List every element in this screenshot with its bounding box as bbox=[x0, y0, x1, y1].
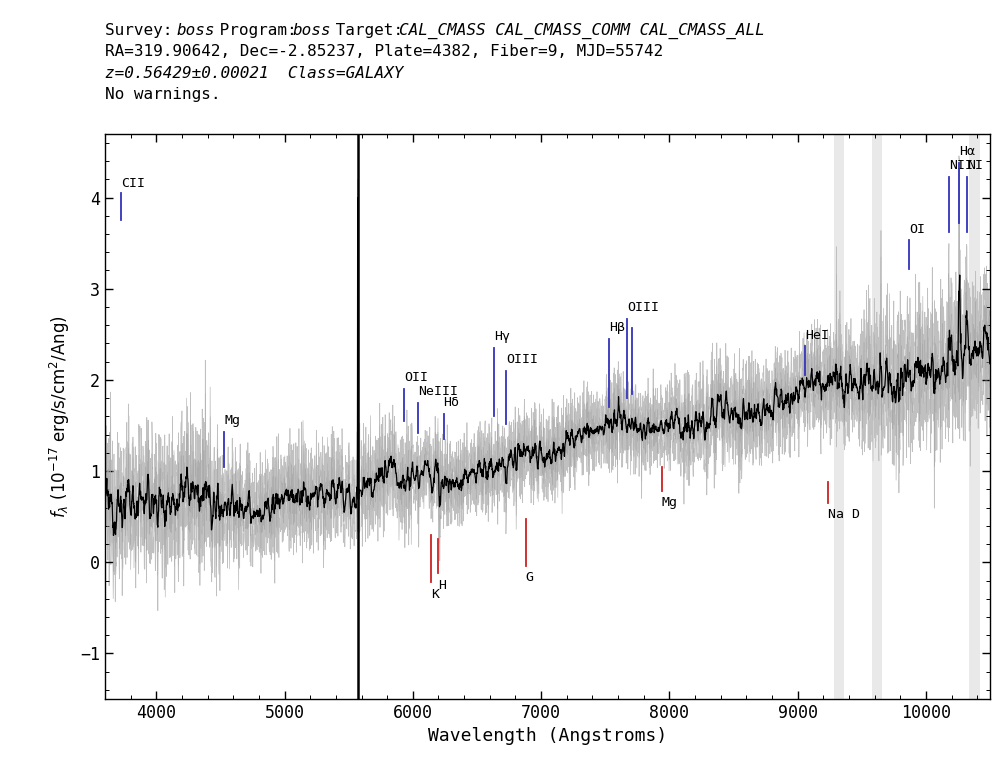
Text: H: H bbox=[438, 578, 446, 591]
Text: Hβ: Hβ bbox=[609, 322, 625, 335]
Text: NII: NII bbox=[949, 159, 973, 172]
Bar bbox=[872, 134, 882, 699]
Text: Hδ: Hδ bbox=[444, 396, 460, 409]
Text: RA=319.90642, Dec=-2.85237, Plate=4382, Fiber=9, MJD=55742: RA=319.90642, Dec=-2.85237, Plate=4382, … bbox=[105, 44, 663, 60]
Text: Survey:: Survey: bbox=[105, 23, 182, 38]
Text: boss: boss bbox=[177, 23, 216, 38]
Bar bbox=[834, 134, 844, 699]
Text: boss: boss bbox=[293, 23, 332, 38]
Text: NI: NI bbox=[967, 159, 983, 172]
Text: CAL_CMASS CAL_CMASS_COMM CAL_CMASS_ALL: CAL_CMASS CAL_CMASS_COMM CAL_CMASS_ALL bbox=[399, 23, 765, 39]
Bar bbox=[969, 134, 980, 699]
Text: OIII: OIII bbox=[627, 301, 659, 314]
Text: HeI: HeI bbox=[805, 329, 829, 342]
Text: K: K bbox=[431, 588, 439, 601]
Text: G: G bbox=[526, 571, 534, 584]
Text: Program:: Program: bbox=[210, 23, 306, 38]
Text: Na D: Na D bbox=[828, 507, 860, 520]
Text: Hα: Hα bbox=[959, 145, 975, 158]
Text: Hγ: Hγ bbox=[494, 331, 510, 344]
Text: Mg: Mg bbox=[662, 496, 678, 509]
X-axis label: Wavelength (Angstroms): Wavelength (Angstroms) bbox=[428, 727, 667, 746]
Y-axis label: $f_{\lambda}$ (10$^{-17}$ erg/s/cm$^2$/Ang): $f_{\lambda}$ (10$^{-17}$ erg/s/cm$^2$/A… bbox=[48, 315, 72, 518]
Text: Mg: Mg bbox=[224, 414, 240, 427]
Text: OIII: OIII bbox=[506, 353, 538, 366]
Text: No warnings.: No warnings. bbox=[105, 87, 220, 102]
Text: Target:: Target: bbox=[326, 23, 413, 38]
Text: OII: OII bbox=[404, 371, 428, 384]
Text: NeIII: NeIII bbox=[418, 385, 458, 398]
Text: z=0.56429±0.00021  Class=GALAXY: z=0.56429±0.00021 Class=GALAXY bbox=[105, 66, 403, 81]
Text: OI: OI bbox=[909, 223, 925, 236]
Text: CII: CII bbox=[121, 177, 145, 190]
